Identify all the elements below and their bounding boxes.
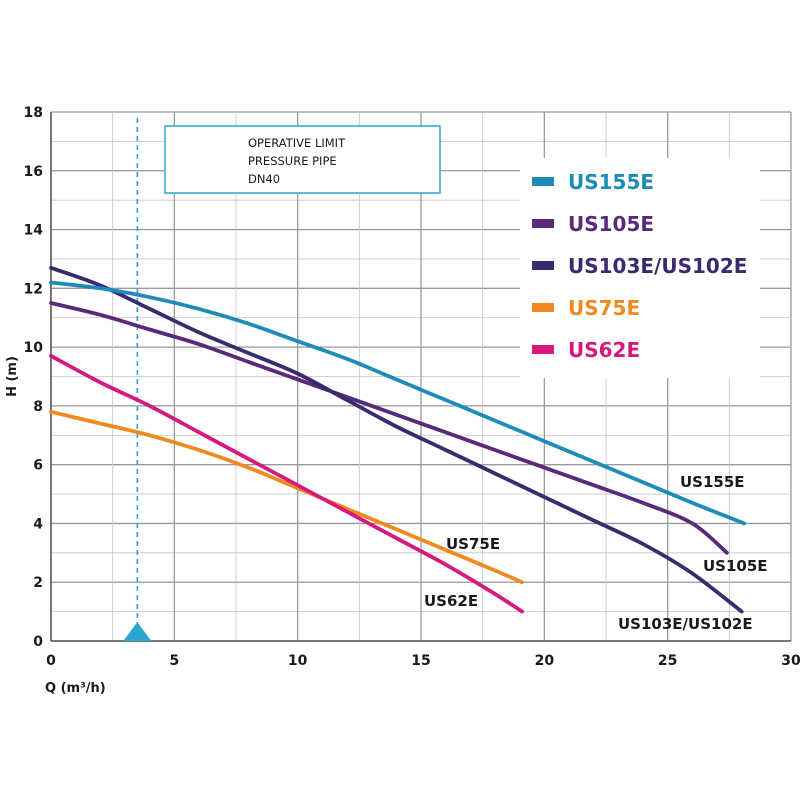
y-tick-label: 8 xyxy=(33,399,43,415)
legend-entry: US105E xyxy=(568,212,654,236)
y-tick-label: 0 xyxy=(33,634,43,650)
curve-label-us103e-us102e: US103E/US102E xyxy=(618,615,753,633)
series-line-us105e xyxy=(49,301,729,555)
operative-limit-text-2: PRESSURE PIPE xyxy=(248,154,337,168)
series-line-us62e xyxy=(49,354,524,614)
legend-background xyxy=(520,158,760,378)
curves xyxy=(49,265,746,614)
legend-swatch xyxy=(532,303,554,312)
curve-labels: US155E US105E US103E/US102E US75E US62E xyxy=(424,473,768,633)
curve-label-us75e: US75E xyxy=(446,535,500,553)
y-tick-label: 10 xyxy=(24,340,44,356)
y-tick-label: 16 xyxy=(24,164,43,180)
x-tick-label: 20 xyxy=(535,653,555,669)
series-line-us155e xyxy=(49,280,746,526)
y-tick-label: 14 xyxy=(24,223,44,239)
legend-swatch xyxy=(532,219,554,228)
y-axis-label: H (m) xyxy=(5,356,20,397)
series-line-us75e xyxy=(49,409,524,585)
y-tick-labels: 0 2 4 6 8 10 12 14 16 18 xyxy=(24,105,44,650)
x-axis-label: Q (m³/h) xyxy=(45,681,106,696)
operative-limit-box xyxy=(164,125,441,194)
legend-entry: US155E xyxy=(568,170,654,194)
operative-limit: OPERATIVE LIMIT PRESSURE PIPE DN40 xyxy=(123,118,441,641)
y-tick-label: 12 xyxy=(24,281,43,297)
legend-swatch xyxy=(532,261,554,270)
x-tick-label: 0 xyxy=(46,653,56,669)
y-tick-label: 2 xyxy=(33,575,43,591)
y-tick-label: 4 xyxy=(33,516,43,532)
x-tick-label: 5 xyxy=(169,653,179,669)
legend-entry: US75E xyxy=(568,296,640,320)
legend-entry: US103E/US102E xyxy=(568,254,747,278)
series-line-us103e-us102e xyxy=(49,265,744,614)
legend-swatch xyxy=(532,177,554,186)
y-tick-label: 18 xyxy=(24,105,43,121)
operative-limit-text-1: OPERATIVE LIMIT xyxy=(248,136,346,150)
x-tick-label: 30 xyxy=(781,653,800,669)
x-tick-label: 10 xyxy=(288,653,308,669)
operative-limit-marker xyxy=(123,622,152,641)
legend: US155E US105E US103E/US102E US75E US62E xyxy=(520,158,760,378)
y-tick-label: 6 xyxy=(33,458,43,474)
curve-label-us62e: US62E xyxy=(424,592,478,610)
legend-swatch xyxy=(532,345,554,354)
legend-entry: US62E xyxy=(568,338,640,362)
x-tick-label: 15 xyxy=(411,653,430,669)
curve-label-us155e: US155E xyxy=(680,473,745,491)
x-tick-labels: 0 5 10 15 20 25 30 xyxy=(46,653,800,669)
curve-label-us105e: US105E xyxy=(703,557,768,575)
x-tick-label: 25 xyxy=(658,653,677,669)
operative-limit-text-3: DN40 xyxy=(248,172,280,186)
